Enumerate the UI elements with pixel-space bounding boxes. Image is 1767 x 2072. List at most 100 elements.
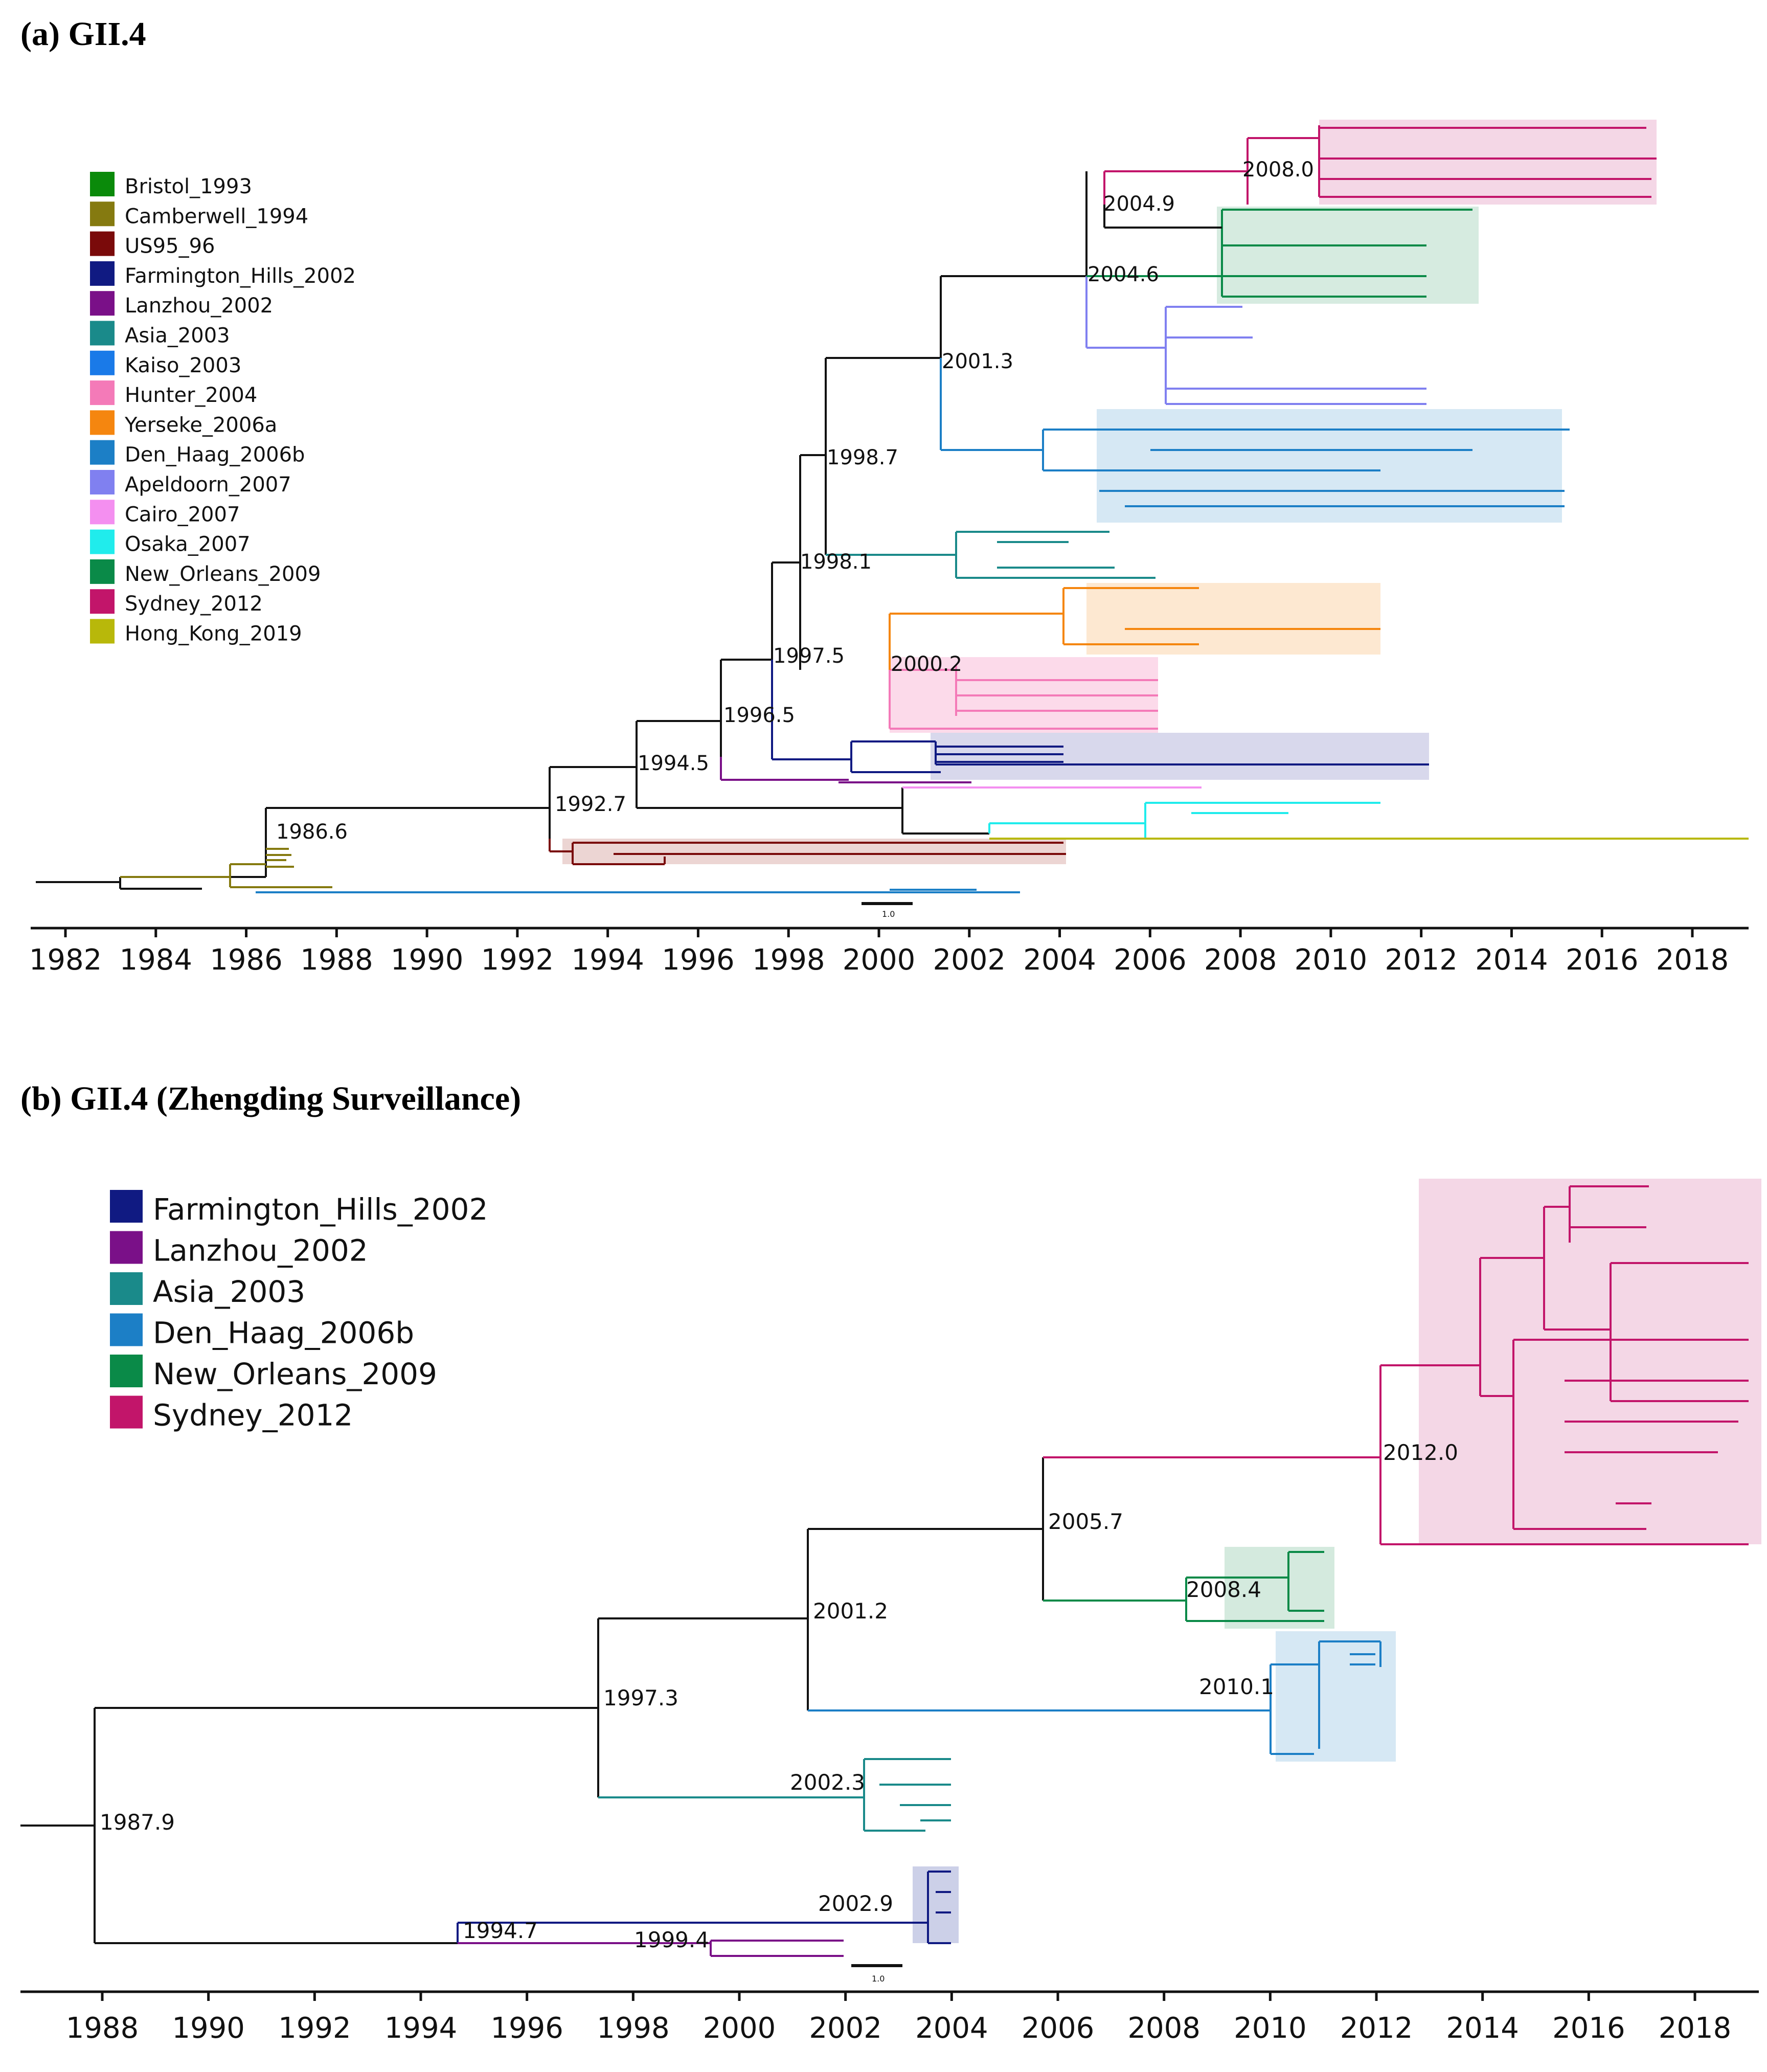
legend-swatch: [90, 261, 115, 286]
legend-label: Asia_2003: [125, 324, 230, 348]
panel-a-node-labels: 1986.6 1992.7 1994.5 1996.5 1997.5 1998.1 1998…: [276, 158, 1314, 844]
node-age-label: 2010.1: [1199, 1674, 1274, 1699]
axis-tick-label: 2016: [1552, 2012, 1625, 2045]
panel-a-time-axis: 1982 1984 1986 1988 1990 1992 1994 1996 1998 2000…: [29, 927, 1749, 977]
box-sydney-b: [1419, 1179, 1761, 1544]
node-age-label: 2005.7: [1048, 1509, 1123, 1534]
axis-tick-label: 1984: [120, 943, 193, 977]
legend-swatch: [90, 201, 115, 227]
legend-swatch: [110, 1231, 143, 1264]
node-age-label: 1986.6: [276, 820, 348, 844]
axis-tick-label: 1982: [29, 943, 102, 977]
axis-tick-label: 1998: [597, 2012, 670, 2045]
legend-swatch: [90, 559, 115, 584]
legend-swatch: [90, 529, 115, 554]
legend-label: Lanzhou_2002: [125, 294, 273, 318]
legend-swatch: [110, 1272, 143, 1305]
legend-swatch: [90, 410, 115, 435]
panel-a: (a) GII.4: [20, 15, 1749, 977]
box-new-orleans-b: [1225, 1547, 1334, 1629]
axis-tick-label: 1994: [571, 943, 644, 977]
node-age-label: 1997.5: [773, 644, 845, 668]
legend-label: Den_Haag_2006b: [125, 443, 305, 467]
legend-swatch: [90, 291, 115, 316]
panel-a-scale-bar: 1.0: [862, 902, 913, 919]
box-farmington: [931, 733, 1429, 780]
panel-a-scale-label: 1.0: [882, 909, 895, 919]
legend-label: Bristol_1993: [125, 175, 252, 198]
legend-label: Farmington_Hills_2002: [153, 1192, 488, 1227]
axis-tick-label: 2006: [1022, 2012, 1095, 2045]
axis-tick-label: 2018: [1656, 943, 1729, 977]
axis-tick-label: 2018: [1659, 2012, 1732, 2045]
box-sydney: [1319, 120, 1657, 205]
panel-b-title: (b) GII.4 (Zhengding Surveillance): [20, 1080, 521, 1117]
axis-tick-label: 1996: [490, 2012, 563, 2045]
legend-label: Farmington_Hills_2002: [125, 264, 356, 288]
panel-b-scale-label: 1.0: [872, 1974, 885, 1984]
node-age-label: 1999.4: [634, 1927, 709, 1952]
legend-label: Asia_2003: [153, 1274, 305, 1309]
legend-swatch: [90, 589, 115, 614]
legend-swatch: [90, 440, 115, 465]
axis-tick-label: 2006: [1114, 943, 1187, 977]
box-yerseke: [1086, 583, 1380, 655]
panel-b-clade-boxes: [913, 1179, 1761, 1943]
legend-label: Lanzhou_2002: [153, 1233, 368, 1268]
node-age-label: 1994.7: [463, 1918, 538, 1943]
panel-a-tree: [36, 125, 1749, 893]
node-age-label: 2002.9: [818, 1891, 893, 1916]
panel-b-legend: Farmington_Hills_2002 Lanzhou_2002 Asia_20…: [110, 1190, 488, 1433]
axis-tick-label: 2014: [1446, 2012, 1519, 2045]
node-age-label: 1997.3: [603, 1685, 678, 1710]
panel-b-scale-bar: 1.0: [851, 1964, 902, 1984]
node-age-label: 2012.0: [1383, 1440, 1458, 1465]
legend-label: New_Orleans_2009: [153, 1357, 437, 1391]
axis-tick-label: 1992: [481, 943, 554, 977]
axis-tick-label: 2002: [933, 943, 1006, 977]
box-farmington-b: [913, 1866, 959, 1943]
node-age-label: 2004.9: [1103, 192, 1175, 216]
node-age-label: 1998.1: [800, 550, 872, 574]
node-age-label: 2001.3: [942, 350, 1013, 373]
panel-b-time-axis: 1988 1990 1992 1994 1996 1998 2000 2002 2004 2006…: [20, 1990, 1759, 2045]
node-age-label: 2002.3: [790, 1770, 865, 1795]
node-age-label: 2000.2: [891, 652, 962, 676]
axis-tick-label: 2010: [1295, 943, 1368, 977]
legend-label: Hong_Kong_2019: [125, 622, 302, 646]
box-new-orleans: [1217, 207, 1479, 304]
legend-swatch: [90, 321, 115, 346]
axis-tick-label: 1994: [384, 2012, 458, 2045]
node-age-label: 2004.6: [1088, 263, 1159, 286]
axis-tick-label: 1992: [278, 2012, 351, 2045]
legend-label: Kaiso_2003: [125, 354, 241, 377]
legend-swatch: [110, 1190, 143, 1223]
legend-label: Sydney_2012: [125, 592, 263, 616]
node-age-label: 1996.5: [723, 704, 795, 727]
node-age-label: 2008.4: [1186, 1577, 1261, 1602]
axis-tick-label: 1986: [210, 943, 283, 977]
panel-b-tree: [20, 1185, 1749, 1957]
axis-tick-label: 1996: [662, 943, 735, 977]
legend-label: Den_Haag_2006b: [153, 1316, 414, 1350]
legend-label: Camberwell_1994: [125, 205, 308, 228]
legend-swatch: [110, 1395, 143, 1429]
node-age-label: 1992.7: [555, 793, 626, 816]
axis-tick-label: 2002: [809, 2012, 882, 2045]
axis-tick-label: 2012: [1340, 2012, 1413, 2045]
legend-label: Yerseke_2006a: [124, 413, 277, 437]
axis-tick-label: 2000: [843, 943, 916, 977]
box-den-haag-b: [1276, 1631, 1396, 1762]
legend-label: Cairo_2007: [125, 503, 240, 526]
axis-tick-label: 2004: [1023, 943, 1096, 977]
legend-label: Osaka_2007: [125, 533, 251, 556]
legend-swatch: [90, 619, 115, 644]
panel-b-node-labels: 1987.9 1994.7 1997.3 1999.4 2001.2 2002.3 2002…: [100, 1440, 1458, 1952]
node-age-label: 1998.7: [827, 446, 898, 469]
axis-tick-label: 2014: [1475, 943, 1548, 977]
legend-swatch: [90, 380, 115, 406]
axis-tick-label: 2000: [703, 2012, 776, 2045]
axis-tick-label: 2016: [1566, 943, 1639, 977]
axis-tick-label: 1988: [300, 943, 373, 977]
